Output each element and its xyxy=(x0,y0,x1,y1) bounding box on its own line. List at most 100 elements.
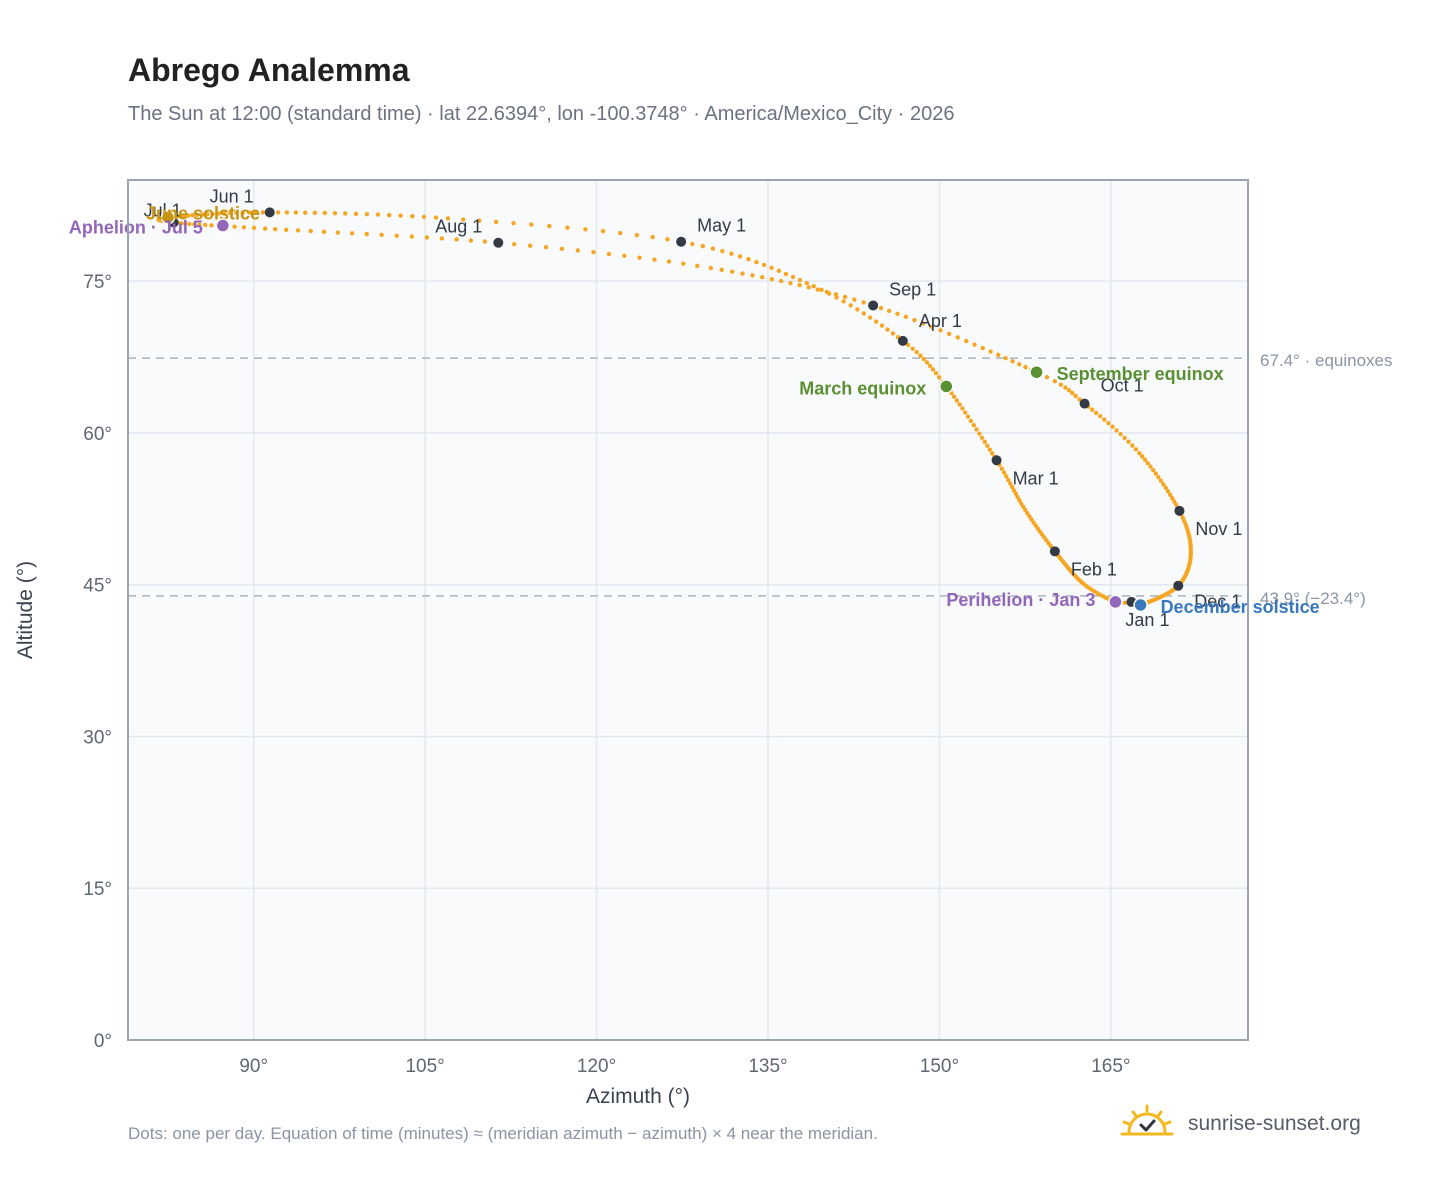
daily-sun-dot xyxy=(1027,514,1032,519)
daily-sun-dot xyxy=(652,257,657,262)
event-label: September equinox xyxy=(1057,364,1224,384)
daily-sun-dot xyxy=(788,280,793,286)
daily-sun-dot xyxy=(454,237,459,242)
daily-sun-dot xyxy=(760,275,765,280)
daily-sun-dot xyxy=(295,228,301,233)
daily-sun-dot xyxy=(1150,467,1156,473)
event-label: March equinox xyxy=(799,378,926,398)
daily-sun-dot xyxy=(181,213,187,219)
daily-sun-dot xyxy=(634,232,640,238)
daily-sun-dot xyxy=(321,229,327,234)
daily-sun-dot xyxy=(936,375,942,380)
daily-sun-dot xyxy=(186,213,191,218)
daily-sun-dot xyxy=(1008,481,1013,486)
daily-sun-dot xyxy=(251,225,257,231)
daily-sun-dot xyxy=(293,210,299,215)
daily-sun-dot xyxy=(527,243,533,248)
daily-sun-dot xyxy=(187,221,192,227)
daily-sun-dot xyxy=(468,238,474,243)
daily-sun-dot xyxy=(1110,424,1115,429)
daily-sun-dot xyxy=(1033,523,1038,528)
daily-sun-dot xyxy=(240,210,245,215)
daily-sun-dot xyxy=(439,236,445,241)
daily-sun-dot xyxy=(833,292,839,297)
daily-sun-dot xyxy=(979,435,985,440)
daily-sun-dot xyxy=(1052,379,1058,384)
daily-sun-dot xyxy=(262,226,268,231)
daily-sun-dot xyxy=(1106,420,1111,426)
month-marker xyxy=(1079,398,1090,409)
daily-sun-dot xyxy=(493,219,499,225)
daily-sun-dot xyxy=(905,342,911,348)
daily-sun-dot xyxy=(221,211,227,216)
daily-sun-dot xyxy=(284,227,289,232)
daily-sun-dot xyxy=(977,431,982,436)
daily-sun-dot xyxy=(797,282,802,288)
daily-sun-dot xyxy=(1017,497,1022,503)
daily-sun-dot xyxy=(178,214,183,219)
daily-sun-dot xyxy=(769,276,775,282)
daily-sun-dot xyxy=(1130,443,1135,448)
daily-sun-dot xyxy=(927,363,933,369)
month-marker-label: Oct 1 xyxy=(1101,376,1144,396)
daily-sun-dot xyxy=(750,273,755,278)
y-tick-label: 15° xyxy=(83,879,112,900)
daily-sun-dot xyxy=(930,367,936,372)
daily-sun-dot xyxy=(1017,362,1022,367)
daily-sun-dot xyxy=(804,280,810,286)
daily-sun-dot xyxy=(878,305,884,311)
daily-sun-dot xyxy=(421,214,427,220)
daily-sun-dot xyxy=(1070,390,1075,396)
daily-sun-dot xyxy=(873,319,879,324)
daily-sun-dot xyxy=(1168,492,1173,498)
daily-sun-dot xyxy=(779,278,784,284)
daily-sun-dot xyxy=(637,255,642,260)
daily-sun-dot xyxy=(1063,385,1068,390)
daily-sun-dot xyxy=(719,267,724,273)
daily-sun-dot xyxy=(737,254,743,259)
brand[interactable]: sunrise-sunset.org xyxy=(1120,1102,1361,1146)
daily-sun-dot xyxy=(761,262,767,268)
daily-sun-dot xyxy=(811,284,816,289)
daily-sun-dot xyxy=(985,443,990,449)
daily-sun-dot xyxy=(303,210,308,215)
daily-sun-dot xyxy=(918,353,923,358)
y-tick-label: 30° xyxy=(83,727,112,748)
month-marker xyxy=(1049,546,1060,557)
daily-sun-dot xyxy=(482,239,488,244)
daily-sun-dot xyxy=(1170,496,1175,501)
daily-sun-dot xyxy=(260,210,265,215)
daily-sun-dot xyxy=(203,222,208,228)
daily-sun-dot xyxy=(1015,494,1020,500)
month-marker xyxy=(897,335,908,346)
daily-sun-dot xyxy=(1102,417,1107,422)
daily-sun-dot xyxy=(769,265,774,271)
daily-sun-dot xyxy=(920,321,926,326)
daily-sun-dot xyxy=(988,349,993,354)
x-tick-label: 105° xyxy=(405,1056,444,1077)
daily-sun-dot xyxy=(461,217,466,222)
chart-title: Abrego Analemma xyxy=(128,52,410,88)
daily-sun-dot xyxy=(665,237,670,242)
daily-sun-dot xyxy=(364,231,369,237)
event-marker xyxy=(1133,597,1148,613)
daily-sun-dot xyxy=(960,406,965,411)
daily-sun-dot xyxy=(1140,454,1145,459)
daily-sun-dot xyxy=(815,287,821,292)
daily-sun-dot xyxy=(852,297,857,302)
reference-line-label: 67.4° · equinoxes xyxy=(1260,351,1393,370)
daily-sun-dot xyxy=(989,451,995,456)
y-axis-label: Altitude (°) xyxy=(14,561,37,659)
daily-sun-dot xyxy=(972,342,977,347)
daily-sun-dot xyxy=(1029,517,1034,522)
daily-sun-dot xyxy=(1172,499,1177,504)
daily-sun-dot xyxy=(729,251,734,256)
daily-sun-dot xyxy=(933,371,939,376)
daily-sun-dot xyxy=(1010,359,1015,364)
daily-sun-dot xyxy=(974,427,979,432)
reference-line-label: 43.9° (−23.4°) xyxy=(1260,589,1366,608)
daily-sun-dot xyxy=(241,225,247,230)
x-tick-label: 135° xyxy=(748,1056,787,1077)
daily-sun-dot xyxy=(965,414,971,419)
